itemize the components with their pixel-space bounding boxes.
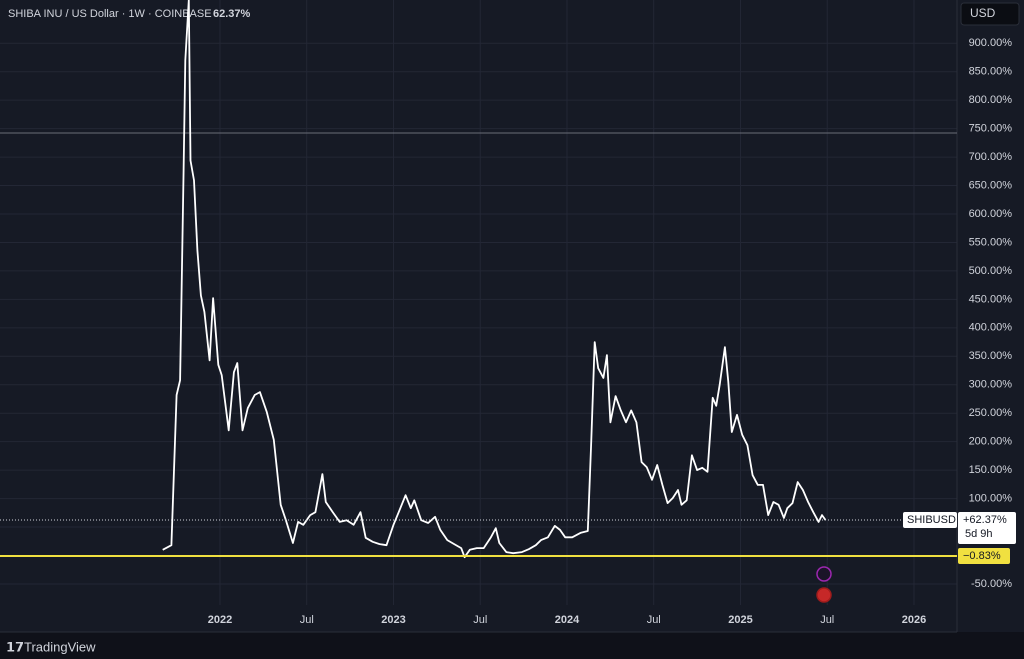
x-tick-label: 2024	[555, 614, 580, 626]
last-value-tag	[958, 511, 1016, 544]
event-icon[interactable]	[816, 587, 832, 603]
x-tick-label: Jul	[647, 614, 661, 626]
baseline-label: −0.83%	[963, 550, 1001, 562]
grid	[0, 0, 957, 605]
y-tick-label: 600.00%	[969, 208, 1013, 220]
countdown: 5d 9h	[965, 528, 993, 540]
y-tick-label: 550.00%	[969, 236, 1013, 248]
y-tick-label: 500.00%	[969, 265, 1013, 277]
x-tick-label: Jul	[473, 614, 487, 626]
symbol: SHIBUSD	[907, 514, 956, 526]
event-icon[interactable]	[816, 566, 832, 582]
brand: TradingView	[24, 639, 96, 654]
y-tick-label: 650.00%	[969, 179, 1013, 191]
y-tick-label: 250.00%	[969, 407, 1013, 419]
logo-mark: 𝟭𝟳	[6, 639, 24, 654]
baseline-tag	[958, 547, 1010, 564]
y-tick-label: 400.00%	[969, 322, 1013, 334]
header-value: 62.37%	[213, 8, 251, 20]
y-tick-label: 800.00%	[969, 94, 1013, 106]
last-value-label: +62.37%	[963, 514, 1007, 526]
x-tick-label: 2022	[208, 614, 232, 626]
price-line	[162, 0, 827, 559]
chart-title: SHIBA INU / US Dollar · 1W · COINBASE	[8, 8, 212, 20]
y-tick-label: 200.00%	[969, 436, 1013, 448]
y-tick-label: 450.00%	[969, 293, 1013, 305]
y-tick-label: 900.00%	[969, 37, 1013, 49]
y-tick-label: 700.00%	[969, 151, 1013, 163]
y-tick-label: 100.00%	[969, 492, 1013, 504]
x-tick-label: 2025	[728, 614, 752, 626]
y-tick-label: 750.00%	[969, 123, 1013, 135]
brand-logo: 𝟭𝟳	[6, 639, 24, 654]
x-tick-label: Jul	[820, 614, 834, 626]
x-tick-label: 2023	[381, 614, 405, 626]
currency-button[interactable]	[960, 2, 1020, 26]
y-tick-label: 150.00%	[969, 464, 1013, 476]
x-tick-label: 2026	[902, 614, 926, 626]
currency[interactable]: USD	[970, 6, 996, 20]
symbol-tag	[903, 511, 957, 528]
footer-bar	[0, 632, 1024, 659]
x-tick-label: Jul	[300, 614, 314, 626]
y-tick-label: 300.00%	[969, 379, 1013, 391]
y-tick-label: -50.00%	[971, 578, 1012, 590]
y-tick-label: 350.00%	[969, 350, 1013, 362]
y-tick-label: 850.00%	[969, 66, 1013, 78]
